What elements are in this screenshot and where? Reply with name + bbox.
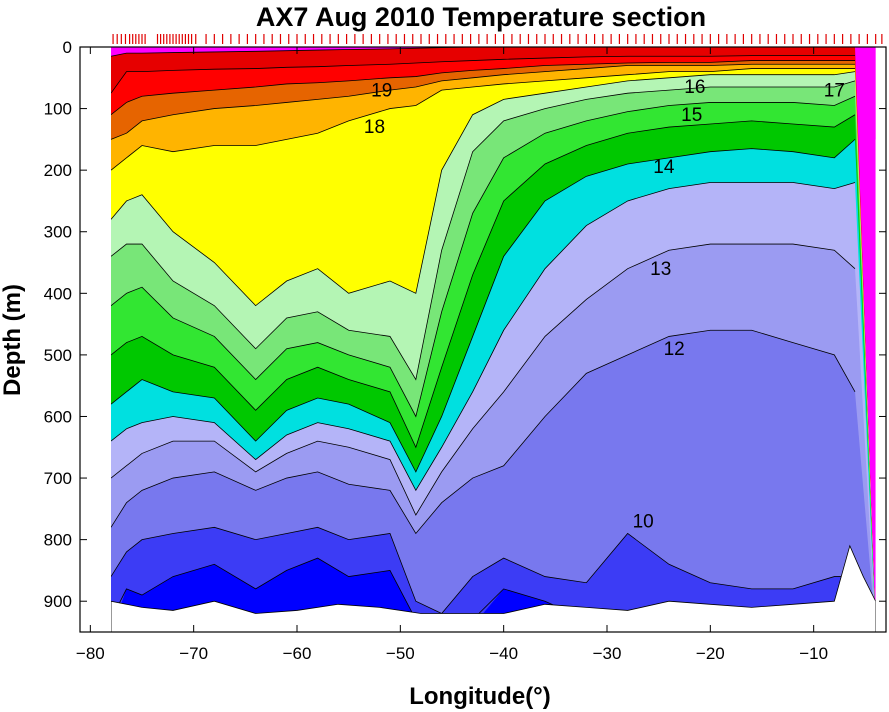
plot-frame — [79, 46, 887, 633]
y-tick-label: 200 — [44, 161, 72, 180]
x-tick-label: −20 — [696, 644, 725, 663]
isotherm-label: 18 — [364, 117, 385, 138]
chart-title: AX7 Aug 2010 Temperature section — [256, 2, 706, 32]
isotherm-line-21 — [110, 60, 855, 116]
seafloor-shape — [110, 544, 877, 633]
isotherm-label: 13 — [650, 259, 671, 280]
isotherm-line-18 — [110, 71, 856, 307]
isotherm-line-15 — [110, 114, 856, 449]
isotherm-label: 15 — [681, 105, 702, 126]
y-tick-label: 400 — [44, 284, 72, 303]
y-axis-ticks: 0 100 200 300 400 500 600 700 800 900 — [44, 38, 886, 611]
seafloor-mask — [80, 47, 886, 633]
y-tick-label: 0 — [63, 38, 72, 57]
x-tick-label: −70 — [179, 644, 208, 663]
plot-area — [111, 47, 876, 633]
isotherm-label: 19 — [371, 80, 392, 101]
y-axis-title: Depth (m) — [0, 284, 26, 396]
x-tick-label: −40 — [489, 644, 518, 663]
isotherm-line-17 — [110, 80, 856, 381]
x-tick-label: −10 — [799, 644, 828, 663]
x-tick-label: −80 — [76, 644, 105, 663]
isotherm-label: 17 — [824, 80, 845, 101]
isotherm-label: 16 — [684, 77, 705, 98]
y-tick-label: 800 — [44, 531, 72, 550]
x-tick-label: −60 — [283, 644, 312, 663]
xbt-cast-marks — [112, 34, 883, 44]
isotherm-label: 12 — [664, 339, 685, 360]
isotherm-line-14 — [110, 139, 856, 473]
x-axis-ticks: −80 −70 −60 −50 −40 −30 −20 −10 — [76, 47, 828, 663]
y-tick-label: 700 — [44, 469, 72, 488]
no-data-east — [875, 139, 886, 633]
y-tick-label: 500 — [44, 346, 72, 365]
isotherm-line-13 — [110, 182, 856, 492]
isotherm-line-25 — [110, 55, 855, 94]
isotherm-label: 10 — [633, 511, 654, 532]
isotherm-labels: 19 18 17 16 15 14 13 12 10 — [364, 77, 845, 532]
isotherm-line-20 — [110, 63, 855, 140]
no-data-west — [80, 47, 111, 632]
y-tick-label: 300 — [44, 223, 72, 242]
x-tick-label: −50 — [386, 644, 415, 663]
y-tick-label: 900 — [44, 592, 72, 611]
isotherm-line-12 — [110, 243, 856, 516]
y-tick-label: 100 — [44, 100, 72, 119]
isotherm-label: 14 — [653, 157, 675, 178]
isotherm-line-19 — [110, 68, 855, 171]
isotherm-line-11 — [110, 329, 856, 535]
y-tick-label: 600 — [44, 407, 72, 426]
x-axis-title: Longitude(°) — [409, 683, 551, 710]
x-tick-label: −30 — [593, 644, 622, 663]
isotherm-line-16 — [110, 95, 856, 418]
